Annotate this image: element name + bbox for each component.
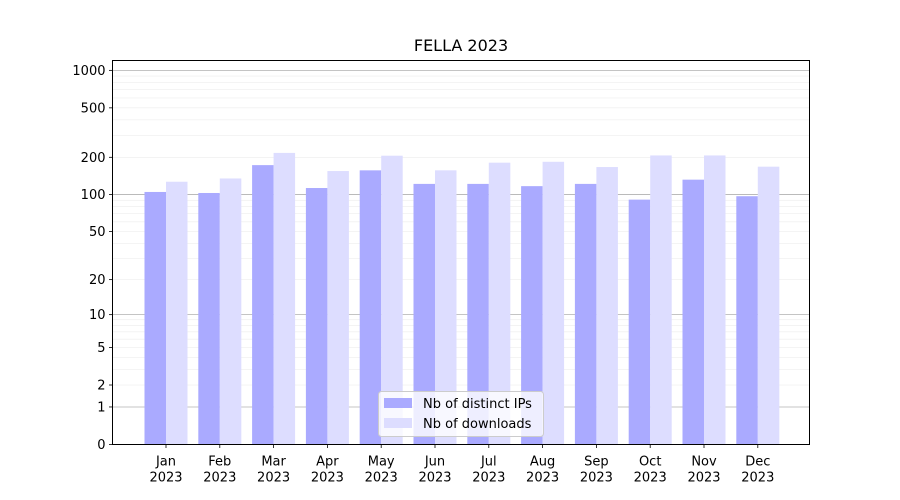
legend: Nb of distinct IPs Nb of downloads xyxy=(378,391,544,437)
bar-downloads xyxy=(435,170,457,445)
bar-distinct-ips xyxy=(574,183,597,445)
x-tick-label: Dec 2023 xyxy=(741,455,774,486)
y-axis: 0 1 2 5 10 20 50 100 200 500 1000 xyxy=(72,64,113,453)
bar-distinct-ips xyxy=(467,183,489,445)
bar-distinct-ips xyxy=(359,170,382,445)
y-tick-label: 200 xyxy=(81,151,106,166)
y-tick-label: 20 xyxy=(89,273,106,288)
bar-distinct-ips xyxy=(305,188,328,445)
bar-downloads xyxy=(704,155,726,445)
x-tick-label: May 2023 xyxy=(365,455,398,486)
bar-distinct-ips xyxy=(144,191,166,445)
y-tick-label: 1 xyxy=(97,400,105,415)
legend-swatch xyxy=(384,398,412,408)
bar-downloads xyxy=(650,155,672,445)
legend-swatch xyxy=(384,418,412,428)
bar-downloads xyxy=(488,162,511,445)
bar-downloads xyxy=(327,171,349,445)
bar-distinct-ips xyxy=(736,196,758,445)
y-tick-label: 0 xyxy=(97,438,105,453)
plot-frame xyxy=(112,60,810,445)
x-tick-label: Jun 2023 xyxy=(418,455,451,486)
x-tick-label: Aug 2023 xyxy=(526,455,559,486)
bar-downloads xyxy=(596,167,618,445)
y-tick-label: 50 xyxy=(89,225,106,240)
x-tick-label: Mar 2023 xyxy=(257,455,290,486)
bar-distinct-ips xyxy=(198,192,220,445)
x-tick-label: Oct 2023 xyxy=(634,455,667,486)
x-tick-label: Apr 2023 xyxy=(311,455,344,486)
bar-distinct-ips xyxy=(682,179,704,445)
legend-label: Nb of downloads xyxy=(423,417,532,432)
bar-downloads xyxy=(273,152,296,445)
bar-downloads xyxy=(381,155,403,445)
y-tick-label: 5 xyxy=(97,341,105,356)
bar-downloads xyxy=(219,178,242,445)
bar-distinct-ips xyxy=(521,186,543,445)
bar-distinct-ips xyxy=(413,183,435,445)
legend-label: Nb of distinct IPs xyxy=(423,397,532,412)
bar-downloads xyxy=(542,161,565,445)
legend-box xyxy=(378,391,544,437)
y-tick-label: 1000 xyxy=(72,64,105,79)
y-tick-label: 2 xyxy=(97,379,105,394)
bar-distinct-ips xyxy=(252,165,274,445)
x-tick-label: Sep 2023 xyxy=(580,455,613,486)
bar-downloads xyxy=(166,181,188,445)
y-tick-label: 500 xyxy=(81,101,106,116)
x-tick-label: Nov 2023 xyxy=(687,455,720,486)
y-tick-label: 100 xyxy=(81,188,106,203)
chart-title: FELLA 2023 xyxy=(414,36,508,55)
bar-distinct-ips xyxy=(628,199,651,445)
bars xyxy=(144,152,780,445)
x-tick-label: Feb 2023 xyxy=(203,455,236,486)
bar-downloads xyxy=(757,166,780,445)
x-tick-label: Jan 2023 xyxy=(149,455,182,486)
x-tick-label: Jul 2023 xyxy=(472,455,505,486)
x-axis: Jan 2023 Feb 2023 Mar 2023 Apr 2023 May 2023 Jun 20… xyxy=(149,444,774,486)
y-tick-label: 10 xyxy=(89,308,106,323)
